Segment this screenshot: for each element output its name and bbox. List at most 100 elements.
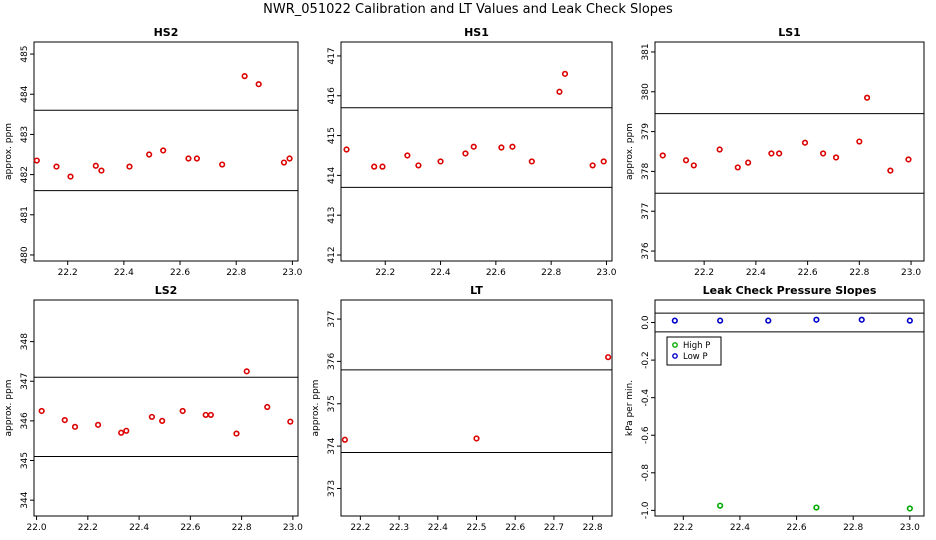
data-point <box>745 159 752 166</box>
x-tick-label: 22.8 <box>232 523 252 533</box>
y-tick-label: -1.0 <box>641 501 651 519</box>
plot-frame <box>654 41 925 262</box>
data-point <box>341 436 348 443</box>
y-axis-label: approx. ppm <box>4 123 14 180</box>
data-point <box>71 423 79 430</box>
data-point <box>768 150 775 157</box>
x-tick-label: 22.4 <box>428 523 448 533</box>
y-tick-label: 345 <box>20 452 30 469</box>
x-tick-label: 22.6 <box>486 268 506 278</box>
x-tick-label: 22.4 <box>746 268 766 278</box>
data-point <box>801 139 809 146</box>
panel-title: HS1 <box>464 26 489 39</box>
data-point <box>98 167 105 174</box>
data-point <box>94 421 102 428</box>
data-point <box>813 504 820 511</box>
y-tick-label: -0.8 <box>641 464 651 482</box>
x-tick-label: 22.6 <box>170 268 190 278</box>
x-tick-label: 22.4 <box>730 523 750 533</box>
x-tick-label: 22.2 <box>58 268 78 278</box>
data-point <box>160 147 167 154</box>
data-point <box>498 144 505 151</box>
data-point <box>716 146 723 153</box>
data-point <box>776 150 783 157</box>
y-tick-label: 379 <box>641 123 651 140</box>
chart-panel-hs1: HS1 22.2 22.4 22.6 22.8 23.0 412 413 414 415 416 41… <box>327 26 617 278</box>
legend-marker <box>672 342 678 348</box>
data-point <box>233 430 240 437</box>
chart-panel-lt: LT 22.2 22.3 22.4 22.5 22.6 22.7 22.8 373 374 375 3… <box>311 284 613 533</box>
data-point <box>159 417 166 424</box>
x-tick-label: 23.0 <box>901 268 921 278</box>
x-tick-label: 23.0 <box>900 523 920 533</box>
data-point <box>717 317 724 324</box>
data-point <box>179 407 186 415</box>
data-point <box>659 152 666 159</box>
data-point <box>202 411 209 419</box>
x-tick-label: 22.4 <box>114 268 134 278</box>
legend-label: Low P <box>683 352 708 362</box>
y-tick-label: 413 <box>327 207 337 224</box>
panel-title: LS1 <box>778 26 801 39</box>
y-tick-label: 346 <box>20 412 30 429</box>
y-tick-label: 344 <box>20 491 30 508</box>
x-tick-label: 22.2 <box>375 268 395 278</box>
data-point <box>863 94 871 101</box>
data-point <box>61 416 68 424</box>
data-point <box>287 418 294 425</box>
data-point <box>92 162 99 169</box>
x-tick-label: 23.0 <box>596 268 616 278</box>
x-tick-label: 22.6 <box>505 523 525 533</box>
data-point <box>255 81 262 88</box>
x-tick-label: 22.8 <box>583 523 603 533</box>
panel-title: Leak Check Pressure Slopes <box>703 284 877 297</box>
chart-panel-hs2: HS2 22.2 22.4 22.6 22.8 23.0 480 481 482 483 484 48… <box>4 26 303 278</box>
y-tick-label: 482 <box>20 166 30 183</box>
plot-frame <box>340 299 613 517</box>
data-point <box>473 435 480 442</box>
data-point <box>858 316 865 323</box>
data-point <box>906 505 913 512</box>
data-point <box>404 152 411 159</box>
x-tick-label: 22.5 <box>466 523 486 533</box>
data-point <box>589 162 596 169</box>
y-tick-label: 485 <box>20 45 30 62</box>
data-point <box>437 158 444 165</box>
y-tick-label: 483 <box>20 126 30 143</box>
y-tick-label: 375 <box>327 395 337 412</box>
legend-box <box>666 336 722 366</box>
data-point <box>241 73 248 80</box>
data-point <box>605 354 612 361</box>
data-point <box>379 163 386 170</box>
y-axis-label: approx. ppm <box>311 380 321 437</box>
y-tick-label: 0.0 <box>641 315 651 330</box>
data-point <box>185 155 192 162</box>
y-tick-label: 378 <box>641 163 651 180</box>
data-point <box>207 411 214 419</box>
chart-panel-ls1: LS1 22.2 22.4 22.6 22.8 23.0 376 377 378 379 380 38… <box>625 26 925 278</box>
plot-frame <box>654 299 925 517</box>
x-tick-label: 22.6 <box>180 523 200 533</box>
data-point <box>528 158 535 165</box>
data-point <box>33 157 40 164</box>
data-point <box>264 403 271 411</box>
y-tick-label: 381 <box>641 43 651 60</box>
data-point <box>343 146 350 153</box>
data-point <box>67 173 74 180</box>
x-tick-label: 23.0 <box>283 523 303 533</box>
data-point <box>765 317 772 324</box>
data-point <box>148 413 156 421</box>
data-point <box>734 164 741 171</box>
data-point <box>371 163 378 170</box>
y-tick-label: 415 <box>327 127 337 144</box>
x-tick-label: 22.6 <box>798 268 818 278</box>
data-point <box>123 427 130 434</box>
data-point <box>146 151 153 158</box>
y-tick-label: 484 <box>20 85 30 102</box>
data-point <box>38 407 45 415</box>
data-point <box>905 156 912 163</box>
y-tick-label: 412 <box>327 246 337 263</box>
x-tick-label: 22.2 <box>694 268 714 278</box>
legend-label: High P <box>683 341 710 351</box>
